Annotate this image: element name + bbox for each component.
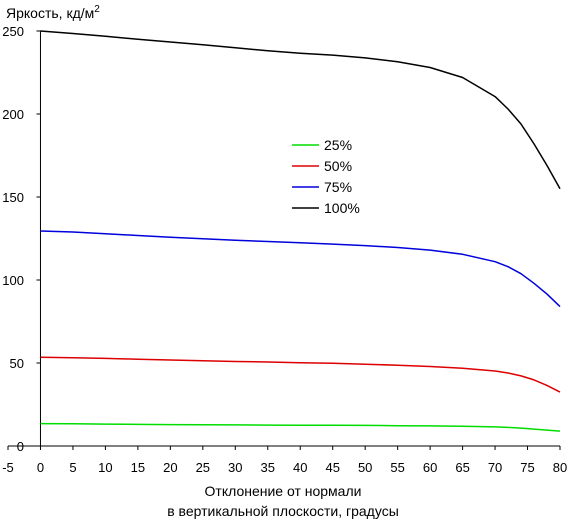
x-axis-title-line-2: в вертикальной плоскости, градусы [167, 503, 399, 519]
x-tick-label: 60 [423, 460, 437, 475]
x-tick-label: 35 [261, 460, 275, 475]
x-tick-label: 25 [196, 460, 210, 475]
x-tick-label: 65 [455, 460, 469, 475]
x-axis-title-line-1: Отклонение от нормали [205, 483, 362, 499]
series-line-100pct [40, 30, 561, 190]
y-tick-label: 0 [17, 439, 24, 454]
ticks: -5 0 5 10 15 20 25 30 35 40 45 50 55 60 65 70 75 80050100… [2, 24, 567, 475]
x-tick-label: 0 [37, 460, 44, 475]
y-tick-label: 150 [2, 190, 24, 205]
y-axis-title: Яркость, кд/м2 [6, 4, 100, 21]
y-tick-label: 250 [2, 24, 24, 39]
x-tick-label: 55 [390, 460, 404, 475]
x-tick-label: 40 [293, 460, 307, 475]
y-axis-title-sup: 2 [94, 4, 100, 15]
series-layer [40, 30, 561, 432]
series-line-75pct [40, 230, 561, 308]
x-tick-label: 10 [98, 460, 112, 475]
legend-label: 25% [324, 137, 352, 153]
x-tick-label: 80 [553, 460, 567, 475]
x-tick-label: 5 [69, 460, 76, 475]
x-tick-label: 50 [358, 460, 372, 475]
series-line-25pct [40, 422, 561, 432]
legend: 25% 50% 75% 100% [292, 137, 360, 216]
legend-label: 100% [324, 200, 360, 216]
x-tick-label: -5 [2, 460, 14, 475]
x-tick-label: 30 [228, 460, 242, 475]
series-line-50pct [40, 356, 561, 393]
legend-label: 50% [324, 158, 352, 174]
x-tick-label: 15 [131, 460, 145, 475]
y-axis-title-text: Яркость, кд/м [6, 5, 94, 21]
legend-label: 75% [324, 179, 352, 195]
x-tick-label: 20 [163, 460, 177, 475]
x-tick-label: 75 [520, 460, 534, 475]
x-tick-label: 45 [325, 460, 339, 475]
x-tick-label: 70 [488, 460, 502, 475]
axes [8, 31, 560, 447]
y-tick-label: 200 [2, 107, 24, 122]
y-tick-label: 50 [10, 356, 24, 371]
y-tick-label: 100 [2, 273, 24, 288]
